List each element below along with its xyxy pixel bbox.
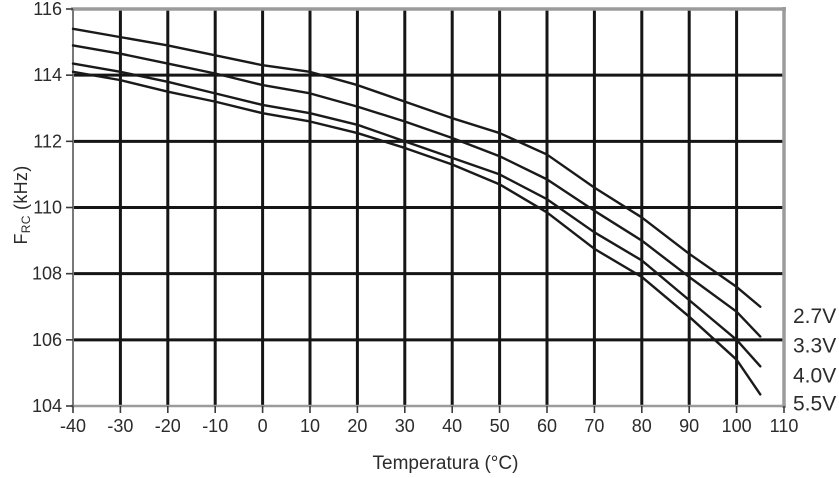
x-tick-label: -30: [107, 416, 133, 436]
x-tick-label: 10: [300, 416, 320, 436]
legend-label-2.7v: 2.7V: [793, 305, 836, 328]
x-tick-label: -10: [202, 416, 228, 436]
x-tick-label: 100: [722, 416, 752, 436]
x-tick-label: 50: [490, 416, 510, 436]
curve-3.3v: [71, 44, 762, 338]
x-tick-label: 30: [395, 416, 415, 436]
y-axis-title-unit: (kHz): [11, 165, 31, 216]
y-tick-label: 114: [33, 65, 62, 85]
y-tick-label: 110: [33, 198, 62, 218]
y-axis-title-subscript: RC: [19, 215, 33, 234]
y-tick-label: 108: [32, 264, 62, 284]
x-tick-label: 60: [537, 416, 557, 436]
x-tick-label: 80: [632, 416, 652, 436]
y-tick-label: 116: [33, 0, 62, 19]
y-tick-label: 104: [32, 396, 62, 416]
x-tick-label: 110: [770, 416, 799, 436]
curve-4.0v: [71, 62, 762, 368]
y-tick-label: 112: [33, 131, 62, 151]
x-tick-label: -20: [155, 416, 181, 436]
legend-label-4.0v: 4.0V: [793, 364, 836, 387]
y-axis-title: FRC (kHz): [11, 165, 33, 244]
y-tick-label: 106: [32, 330, 62, 350]
x-tick-label: 20: [347, 416, 367, 436]
curve-2.7v: [71, 27, 762, 308]
y-axis-title-base: F: [11, 233, 31, 245]
x-tick-label: -40: [60, 416, 86, 436]
x-tick-label: 40: [442, 416, 462, 436]
x-tick-label: 70: [584, 416, 604, 436]
x-axis-title: Temperatura (°C): [372, 453, 519, 474]
x-tick-label: 90: [679, 416, 699, 436]
x-tick-label: 0: [258, 416, 268, 436]
curve-5.5v: [71, 70, 762, 396]
legend-label-3.3v: 3.3V: [793, 335, 836, 358]
legend-label-5.5v: 5.5V: [793, 392, 836, 415]
